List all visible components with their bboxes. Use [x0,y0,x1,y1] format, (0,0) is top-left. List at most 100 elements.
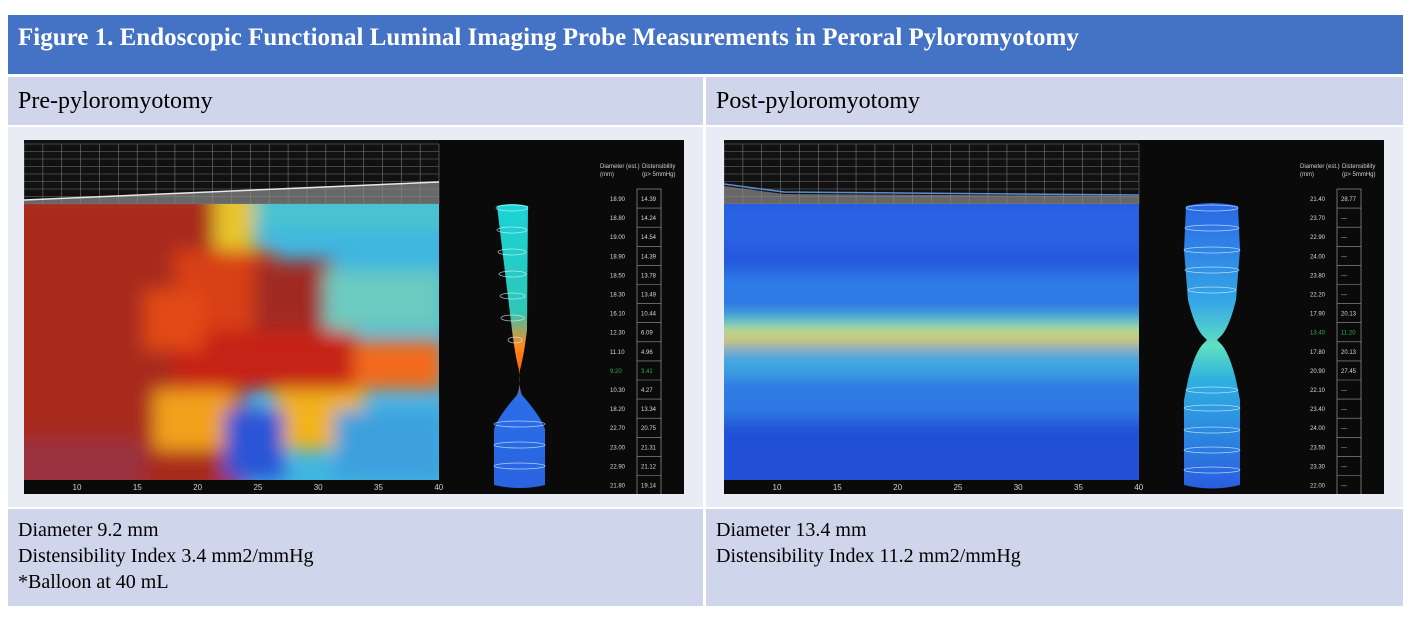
post-balloon-profile [1183,203,1241,489]
post-pressure-grid [724,140,1140,205]
post-x-tick: 30 [1014,483,1023,492]
pre-x-axis: 10 15 20 25 30 35 40 [73,483,444,492]
pre-footer: Diameter 9.2 mm Distensibility Index 3.4… [8,509,703,606]
post-distensibility-cell: --- [1341,445,1347,451]
post-distensibility-cell: --- [1341,273,1347,279]
pre-diameter-cell: 22.70 [610,426,626,432]
pre-distensibility-cell: 14.39 [641,254,657,260]
post-diameter-cell: 22.00 [1310,484,1326,490]
post-x-tick: 40 [1134,483,1143,492]
figure-title: Figure 1. Endoscopic Functional Luminal … [8,15,1403,74]
post-diameter-cell: 24.00 [1310,426,1326,432]
post-diameter-cell: 23.40 [1310,407,1326,413]
pre-image-cell: 10 15 20 25 30 35 40 Diameter (est.) (mm) Dist… [8,127,703,507]
pre-th-dist-unit: (p> 5mmHg) [642,172,676,178]
post-diameter-text: Diameter 13.4 mm [716,519,867,541]
post-distensibility-cell: --- [1341,235,1347,241]
post-heatmap [724,204,1139,480]
post-distensibility-cell: 20.13 [1341,312,1357,318]
post-diameter-cell: 23.70 [1310,216,1326,222]
post-diameter-cell: 24.00 [1310,254,1326,260]
post-header: Post-pyloromyotomy [706,77,1403,125]
post-x-tick: 15 [833,483,842,492]
post-x-tick: 20 [893,483,902,492]
pre-x-tick: 15 [133,483,142,492]
post-diameter-cell: 17.90 [1310,312,1326,318]
pre-diameter-text: Diameter 9.2 mm [18,519,159,541]
post-diameter-cell: 23.80 [1310,273,1326,279]
pre-measurement-table: Diameter (est.) (mm) Distensibility (p> … [600,164,676,494]
pre-x-tick: 10 [73,483,82,492]
pre-distensibility-cell: 14.39 [641,197,657,203]
post-column: Post-pyloromyotomy [706,77,1403,606]
pre-column: Pre-pyloromyotomy [8,77,703,606]
pre-balloon-profile [493,204,546,488]
pre-distensibility-cell: 14.24 [641,216,657,222]
pre-diameter-cell: 18.90 [610,197,626,203]
pre-distensibility-cell: 21.12 [641,464,657,470]
pre-diameter-cell: 12.30 [610,331,626,337]
pre-x-tick: 30 [314,483,323,492]
post-distensibility-cell: --- [1341,407,1347,413]
post-diameter-cell: 21.40 [1310,197,1326,203]
post-distensibility-cell: --- [1341,464,1347,470]
post-distensibility-text: Distensibility Index 11.2 mm2/mmHg [716,545,1021,567]
pre-x-tick: 20 [193,483,202,492]
pre-distensibility-cell: 14.54 [641,235,657,241]
post-image-cell: 10 15 20 25 30 35 40 Diameter (est.) (mm) Dist… [706,127,1403,507]
post-th-diameter-unit: (mm) [1300,172,1314,178]
post-distensibility-cell: --- [1341,254,1347,260]
pre-distensibility-cell: 10.44 [641,312,657,318]
pre-distensibility-cell: 13.49 [641,293,657,299]
post-footer: Diameter 13.4 mm Distensibility Index 11… [706,509,1403,606]
pre-diameter-cell: 18.20 [610,407,626,413]
pre-diameter-cell: 16.10 [610,312,626,318]
post-x-tick: 25 [953,483,962,492]
post-measurement-table: Diameter (est.) (mm) Distensibility (p> … [1300,164,1376,494]
pre-distensibility-cell: 4.27 [641,388,653,394]
pre-distensibility-cell: 3.41 [641,369,653,375]
post-distensibility-cell: 28.77 [1341,197,1357,203]
post-x-tick: 35 [1074,483,1083,492]
pre-distensibility-cell: 6.09 [641,331,653,337]
post-x-tick: 10 [773,483,782,492]
pre-distensibility-cell: 13.34 [641,407,657,413]
pre-diameter-cell: 10.30 [610,388,626,394]
pre-x-tick: 25 [253,483,262,492]
post-distensibility-cell: 20.13 [1341,350,1357,356]
post-distensibility-cell: --- [1341,484,1347,490]
post-distensibility-cell: --- [1341,216,1347,222]
pre-heatmap [24,204,439,480]
post-flip-image: 10 15 20 25 30 35 40 Diameter (est.) (mm) Dist… [724,140,1376,494]
post-diameter-cell: 20.90 [1310,369,1326,375]
post-distensibility-cell: --- [1341,426,1347,432]
pre-diameter-cell: 22.90 [610,464,626,470]
pre-x-tick: 35 [374,483,383,492]
post-diameter-cell: 22.10 [1310,388,1326,394]
pre-diameter-cell: 18.90 [610,254,626,260]
pre-th-diameter-unit: (mm) [600,172,614,178]
post-th-dist-unit: (p> 5mmHg) [1342,172,1376,178]
pre-diameter-cell: 11.10 [610,350,625,356]
pre-header: Pre-pyloromyotomy [8,77,703,125]
pre-distensibility-cell: 13.78 [641,273,657,279]
post-flip-panel: 10 15 20 25 30 35 40 Diameter (est.) (mm) Dist… [724,140,1384,494]
post-diameter-cell: 22.90 [1310,235,1326,241]
post-diameter-cell: 13.40 [1310,331,1326,337]
pre-th-diameter: Diameter (est.) [600,164,640,170]
pre-diameter-cell: 18.30 [610,293,626,299]
pre-diameter-cell: 19.00 [610,235,626,241]
post-distensibility-cell: --- [1341,388,1347,394]
post-th-distensibility: Distensibility [1342,164,1375,170]
pre-distensibility-cell: 21.31 [641,445,657,451]
post-distensibility-cell: --- [1341,293,1347,299]
pre-distensibility-text: Distensibility Index 3.4 mm2/mmHg [18,545,314,567]
pre-diameter-cell: 21.80 [610,484,626,490]
post-distensibility-cell: 27.45 [1341,369,1357,375]
pre-diameter-cell: 18.50 [610,273,626,279]
pre-balloon-note: *Balloon at 40 mL [18,571,169,593]
pre-pressure-grid [24,140,440,205]
post-diameter-cell: 17.80 [1310,350,1326,356]
post-diameter-cell: 23.30 [1310,464,1326,470]
pre-distensibility-cell: 19.14 [641,484,657,490]
